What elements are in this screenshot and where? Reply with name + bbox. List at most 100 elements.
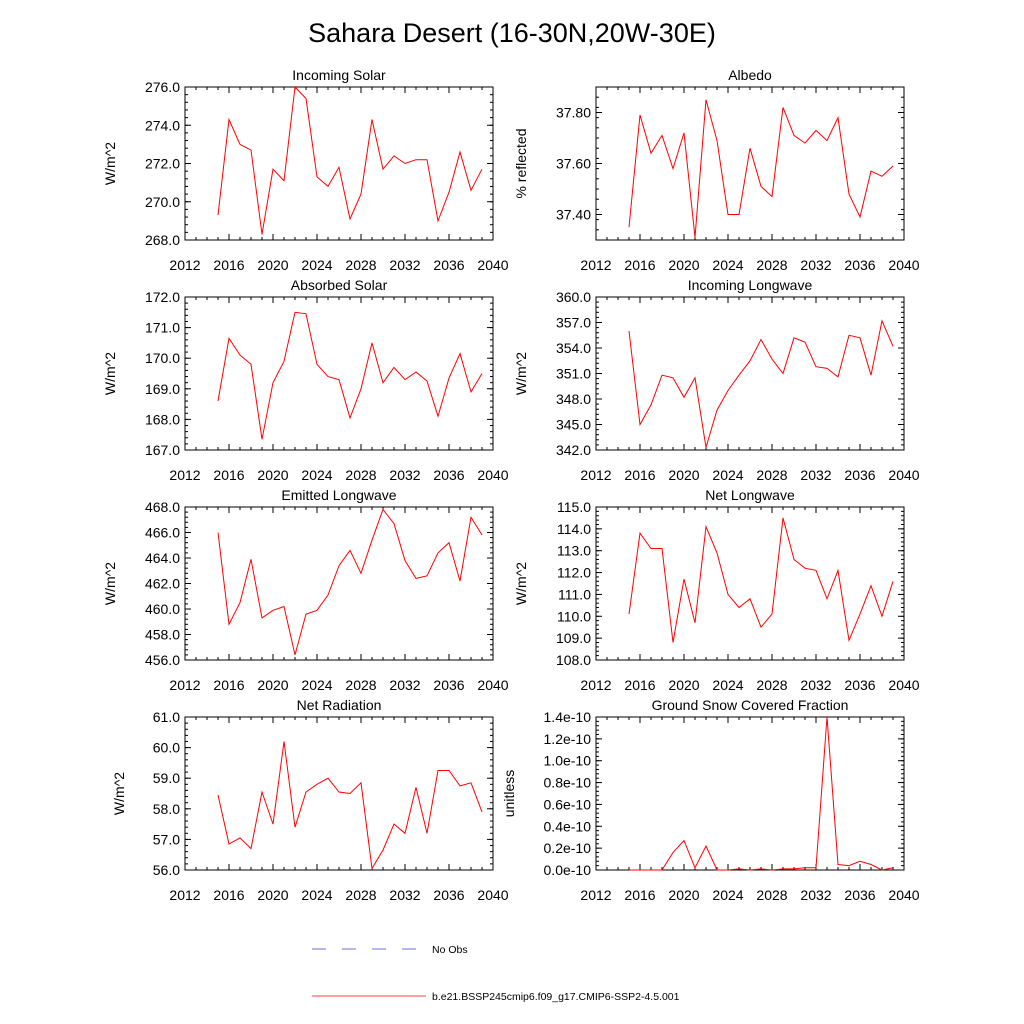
x-tick-label: 2036 (433, 677, 464, 693)
y-axis-label: W/m^2 (102, 142, 118, 185)
series-line (217, 508, 483, 656)
x-tick-label: 2028 (345, 257, 376, 273)
x-tick-label: 2016 (213, 677, 244, 693)
y-tick-label: 171.0 (145, 320, 180, 336)
y-axis-label: % reflected (513, 128, 529, 198)
y-tick-label: 56.0 (153, 862, 180, 878)
x-tick-label: 2032 (800, 887, 831, 903)
plot-frame (184, 296, 494, 451)
y-axis-label: W/m^2 (102, 562, 118, 605)
y-tick-label: 169.0 (145, 381, 180, 397)
y-tick-label: 108.0 (556, 652, 591, 668)
series-line (217, 311, 483, 440)
x-tick-label: 2032 (389, 887, 420, 903)
series-line (629, 716, 894, 871)
x-tick-label: 2016 (624, 257, 655, 273)
x-tick-label: 2036 (433, 257, 464, 273)
x-tick-label: 2020 (257, 677, 288, 693)
plot-frame (595, 86, 905, 241)
panel-title: Absorbed Solar (291, 277, 388, 293)
legend-label-model: b.e21.BSSP245cmip6.f09_g17.CMIP6-SSP2-4.… (432, 991, 680, 1003)
series-line (217, 741, 483, 870)
x-tick-label: 2012 (169, 677, 200, 693)
y-axis-label: W/m^2 (513, 352, 529, 395)
x-tick-label: 2028 (345, 887, 376, 903)
x-tick-label: 2024 (301, 887, 332, 903)
y-tick-label: 360.0 (556, 289, 591, 305)
x-tick-label: 2040 (888, 257, 919, 273)
y-tick-label: 61.0 (153, 709, 180, 725)
x-tick-label: 2016 (213, 887, 244, 903)
x-tick-label: 2012 (580, 887, 611, 903)
plot-frame (184, 506, 494, 661)
plot-frame (595, 296, 905, 451)
x-tick-label: 2020 (668, 257, 699, 273)
panel-title: Albedo (728, 67, 772, 83)
panel-emitted-longwave: Emitted Longwave W/m^2 2012 2016 2020 2024 202… (102, 487, 509, 693)
x-tick-label: 2028 (756, 677, 787, 693)
y-axis-label: W/m^2 (102, 352, 118, 395)
y-tick-label: 351.0 (556, 366, 591, 382)
x-tick-label: 2024 (301, 257, 332, 273)
y-tick-label: 109.0 (556, 630, 591, 646)
x-tick-label: 2040 (888, 887, 919, 903)
y-tick-label: 37.40 (556, 207, 591, 223)
x-tick-label: 2028 (756, 467, 787, 483)
panel-albedo: Albedo % reflected 2012 2016 2020 2024 2028 203… (513, 67, 920, 273)
y-tick-label: 113.0 (557, 543, 591, 559)
y-tick-label: 0.8e-10 (544, 775, 592, 791)
y-tick-label: 462.0 (145, 576, 180, 592)
x-tick-label: 2032 (389, 467, 420, 483)
x-tick-label: 2040 (477, 257, 508, 273)
x-tick-label: 2020 (257, 257, 288, 273)
panel-title: Incoming Solar (292, 67, 386, 83)
x-tick-label: 2016 (213, 257, 244, 273)
y-tick-label: 272.0 (145, 156, 180, 172)
y-tick-label: 110.0 (557, 608, 591, 624)
x-tick-label: 2016 (624, 677, 655, 693)
y-tick-label: 60.0 (153, 740, 180, 756)
series-line (628, 99, 894, 238)
y-tick-label: 0.4e-10 (544, 818, 592, 834)
y-tick-label: 1.0e-10 (544, 753, 592, 769)
x-tick-label: 2032 (389, 257, 420, 273)
legend: No Obs b.e21.BSSP245cmip6.f09_g17.CMIP6-… (312, 944, 680, 1003)
y-tick-label: 456.0 (145, 652, 180, 668)
x-tick-label: 2040 (888, 677, 919, 693)
y-tick-label: 114.0 (557, 521, 591, 537)
series-line (628, 319, 894, 448)
x-tick-label: 2024 (301, 467, 332, 483)
x-tick-label: 2016 (624, 887, 655, 903)
x-tick-label: 2032 (800, 257, 831, 273)
x-tick-label: 2036 (844, 257, 875, 273)
y-tick-label: 59.0 (153, 770, 180, 786)
x-tick-label: 2020 (668, 467, 699, 483)
x-tick-label: 2032 (800, 467, 831, 483)
plot-frame (595, 506, 905, 661)
x-tick-label: 2016 (213, 467, 244, 483)
x-tick-label: 2040 (477, 887, 508, 903)
y-tick-label: 276.0 (145, 79, 180, 95)
x-tick-label: 2036 (844, 677, 875, 693)
x-tick-label: 2012 (580, 467, 611, 483)
legend-label-no-obs: No Obs (432, 944, 468, 956)
y-tick-label: 0.2e-10 (544, 840, 592, 856)
plot-frame (184, 716, 494, 871)
x-tick-label: 2012 (169, 467, 200, 483)
x-tick-label: 2024 (712, 677, 743, 693)
y-axis-label: W/m^2 (513, 562, 529, 605)
panel-title: Emitted Longwave (281, 487, 396, 503)
panel-title: Net Radiation (297, 697, 382, 713)
x-tick-label: 2020 (257, 887, 288, 903)
panel-ground-snow-covered-fraction: Ground Snow Covered Fraction unitless 2012… (501, 697, 920, 903)
panel-title: Incoming Longwave (688, 277, 813, 293)
x-tick-label: 2028 (345, 467, 376, 483)
series-line (628, 517, 894, 643)
panel-absorbed-solar: Absorbed Solar W/m^2 2012 2016 2020 2024 2028 2… (102, 277, 509, 483)
y-tick-label: 1.2e-10 (544, 731, 592, 747)
y-tick-label: 468.0 (145, 499, 180, 515)
x-tick-label: 2040 (888, 467, 919, 483)
x-tick-label: 2028 (756, 257, 787, 273)
y-tick-label: 458.0 (145, 627, 180, 643)
y-tick-label: 58.0 (153, 801, 180, 817)
